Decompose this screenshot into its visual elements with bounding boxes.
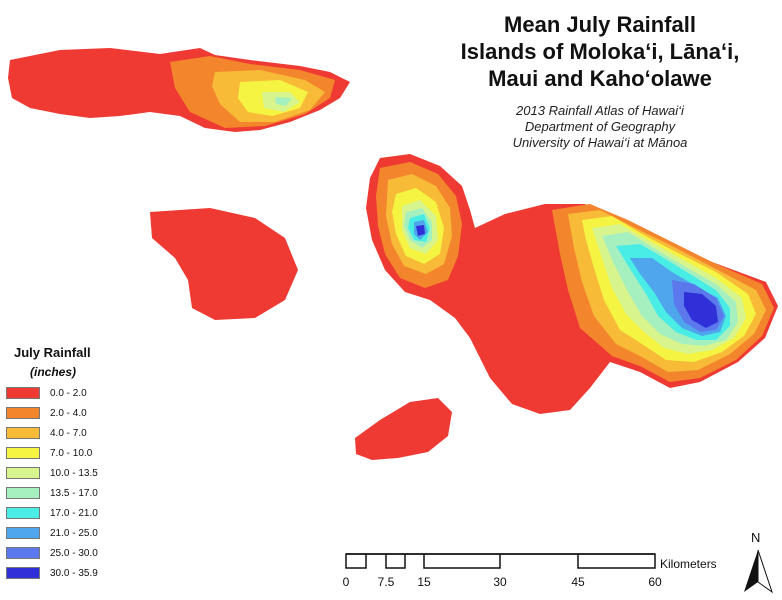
legend-swatch <box>6 387 40 399</box>
lanai-island <box>150 208 298 320</box>
scale-bar-tick: 30 <box>493 575 507 589</box>
molokai-island <box>8 48 350 132</box>
legend-label: 10.0 - 13.5 <box>50 467 98 479</box>
legend-label: 13.5 - 17.0 <box>50 487 98 499</box>
legend-item: 25.0 - 30.0 <box>6 546 98 560</box>
map-title-line1: Mean July Rainfall <box>504 12 696 37</box>
north-arrow-label: N <box>751 530 761 545</box>
legend-label: 30.0 - 35.9 <box>50 567 98 579</box>
legend-swatch <box>6 547 40 559</box>
scale-bar-tick: 15 <box>417 575 431 589</box>
legend-title: July Rainfall <box>14 345 91 360</box>
legend-item: 10.0 - 13.5 <box>6 466 98 480</box>
kahoolawe-island <box>355 398 452 460</box>
legend-label: 0.0 - 2.0 <box>50 387 87 399</box>
legend-item: 7.0 - 10.0 <box>6 446 92 460</box>
legend-label: 2.0 - 4.0 <box>50 407 87 419</box>
legend-swatch <box>6 467 40 479</box>
legend-swatch <box>6 427 40 439</box>
map-subtitle-line3: University of Hawai‘i at Mānoa <box>512 135 688 150</box>
legend-item: 4.0 - 7.0 <box>6 426 87 440</box>
legend-swatch <box>6 527 40 539</box>
scale-bar <box>345 553 656 569</box>
legend-item: 0.0 - 2.0 <box>6 386 87 400</box>
legend-label: 7.0 - 10.0 <box>50 447 93 459</box>
scale-bar-tick: 0 <box>342 575 350 589</box>
north-arrow-icon <box>744 549 773 594</box>
legend-item: 30.0 - 35.9 <box>6 566 98 580</box>
legend-swatch <box>6 567 40 579</box>
map-title-line2: Islands of Moloka‘i, Lāna‘i, <box>460 39 740 64</box>
scale-bar-unit: Kilometers <box>660 557 717 571</box>
legend-label: 25.0 - 30.0 <box>50 547 98 559</box>
legend-label: 21.0 - 25.0 <box>50 527 98 539</box>
legend-item: 17.0 - 21.0 <box>6 506 98 520</box>
legend-item: 13.5 - 17.0 <box>6 486 98 500</box>
legend-label: 4.0 - 7.0 <box>50 427 87 439</box>
legend-unit: (inches) <box>30 365 77 379</box>
legend-item: 2.0 - 4.0 <box>6 406 87 420</box>
scale-bar-tick: 7.5 <box>377 575 395 589</box>
scale-bar-tick: 60 <box>648 575 662 589</box>
legend-swatch <box>6 507 40 519</box>
scale-bar-tick: 45 <box>571 575 585 589</box>
legend-swatch <box>6 407 40 419</box>
legend-swatch <box>6 447 40 459</box>
legend-swatch <box>6 487 40 499</box>
map-subtitle-line2: Department of Geography <box>524 119 676 134</box>
map-title-line3: Maui and Kaho‘olawe <box>488 66 712 91</box>
map-subtitle-line1: 2013 Rainfall Atlas of Hawai‘i <box>516 103 684 118</box>
maui-island <box>366 154 778 414</box>
legend-item: 21.0 - 25.0 <box>6 526 98 540</box>
legend-label: 17.0 - 21.0 <box>50 507 98 519</box>
